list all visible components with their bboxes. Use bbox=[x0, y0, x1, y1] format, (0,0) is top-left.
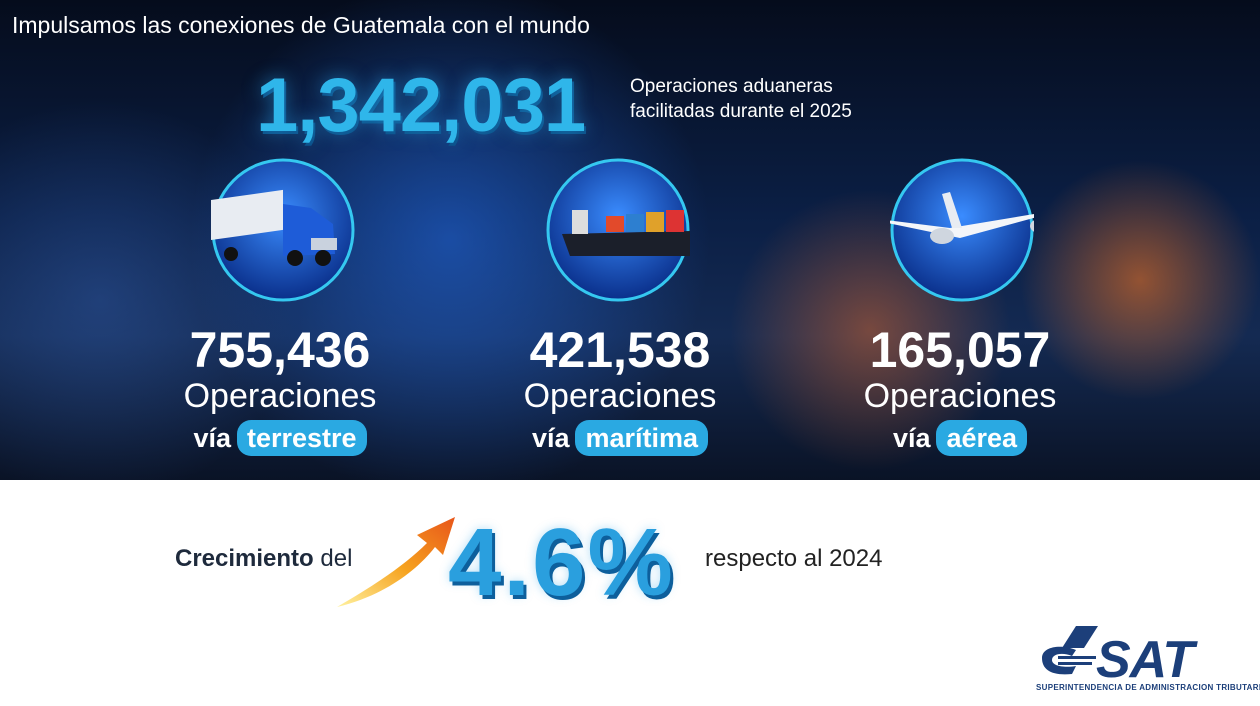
total-description: Operaciones aduaneras bbox=[630, 76, 833, 97]
mode-via: vía terrestre bbox=[130, 420, 430, 456]
total-description: facilitadas durante el 2025 bbox=[630, 101, 852, 122]
mode-name: aérea bbox=[936, 420, 1028, 456]
mode-block: 165,057 Operaciones vía aérea bbox=[810, 322, 1110, 456]
mode-prefix: vía bbox=[193, 423, 231, 453]
growth-lead: Crecimiento del bbox=[175, 545, 352, 573]
mode-value: 421,538 bbox=[529, 322, 711, 378]
logo-emblem bbox=[1042, 626, 1098, 675]
logo-subtitle: SUPERINTENDENCIA DE ADMINISTRACION TRIBU… bbox=[1036, 683, 1260, 692]
mode-block: 755,436 Operaciones vía terrestre bbox=[130, 322, 430, 456]
mode-value: 755,436 bbox=[189, 322, 371, 378]
page-title: Impulsamos las conexiones de Guatemala c… bbox=[12, 12, 590, 38]
growth-arrow bbox=[337, 517, 455, 607]
hero-banner: Impulsamos las conexiones de Guatemala c… bbox=[0, 0, 1260, 480]
plane-icon bbox=[890, 158, 1034, 302]
mode-block: 421,538 Operaciones vía marítima bbox=[470, 322, 770, 456]
growth-value: 4.6% bbox=[448, 509, 675, 616]
mode-prefix: vía bbox=[531, 423, 570, 453]
mode-name: marítima bbox=[575, 420, 709, 456]
truck-icon bbox=[211, 158, 355, 302]
growth-lead-bold: Crecimiento bbox=[175, 545, 314, 572]
total-value: 1,342,031 bbox=[256, 63, 586, 148]
growth-lead-text: del bbox=[320, 545, 353, 572]
mode-label: Operaciones bbox=[863, 377, 1057, 415]
mode-name: terrestre bbox=[236, 420, 367, 456]
mode-value: 165,057 bbox=[869, 322, 1051, 378]
logo-name: SAT bbox=[1096, 631, 1194, 689]
growth-tail: respecto al 2024 bbox=[705, 545, 883, 572]
mode-label: Operaciones bbox=[523, 377, 717, 415]
mode-prefix: vía bbox=[892, 423, 931, 453]
mode-via: vía aérea bbox=[810, 420, 1110, 456]
mode-label: Operaciones bbox=[183, 377, 377, 415]
ship-icon bbox=[546, 158, 690, 302]
mode-via: vía marítima bbox=[470, 420, 770, 456]
